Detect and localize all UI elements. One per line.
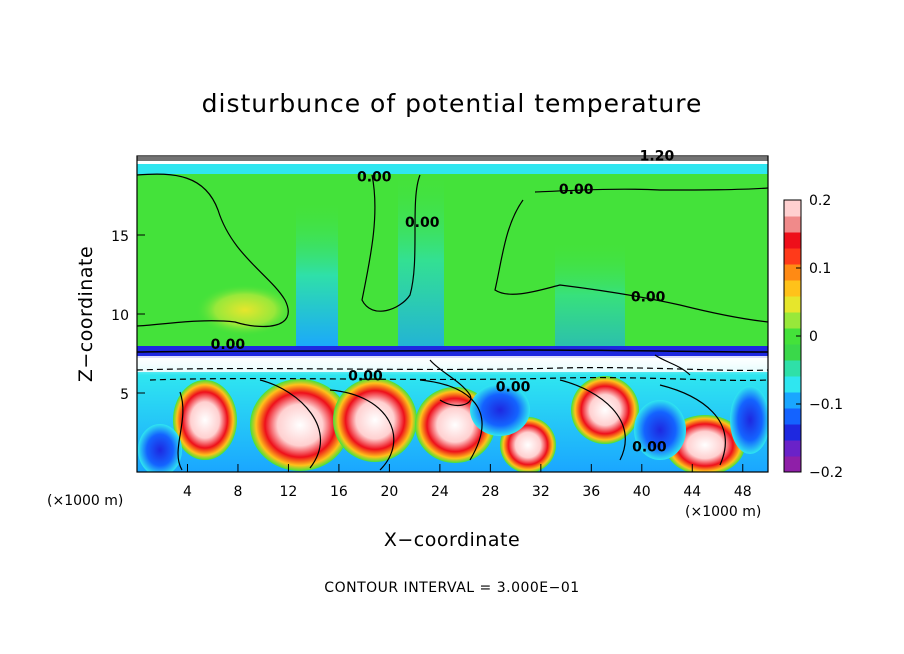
colorbar-swatch bbox=[784, 248, 801, 265]
contour-label: 0.00 bbox=[496, 379, 531, 395]
contour-trop-dash-1 bbox=[137, 366, 768, 372]
top-hatch bbox=[137, 157, 768, 161]
contour-zero-left bbox=[137, 173, 289, 328]
colorbar-tick-label: 0.2 bbox=[809, 193, 831, 209]
contour-label: 0.00 bbox=[405, 215, 440, 231]
cool-cell-1 bbox=[138, 424, 182, 472]
tropopause-band bbox=[137, 346, 768, 358]
warm-cell-2 bbox=[250, 379, 350, 471]
contour-zero-upper-right bbox=[534, 187, 768, 193]
contour-zero-center bbox=[361, 174, 421, 312]
x-tick-label: 20 bbox=[380, 484, 398, 500]
chart-title: disturbunce of potential temperature bbox=[202, 89, 703, 118]
colorbar-swatch bbox=[784, 456, 801, 473]
colorbar-swatch bbox=[784, 312, 801, 329]
contour-label: 0.00 bbox=[357, 169, 392, 185]
y-tick-label: 10 bbox=[111, 308, 129, 324]
contour-trop-1 bbox=[137, 349, 768, 353]
cyan-plume-right bbox=[555, 240, 625, 350]
colorbar-swatch bbox=[784, 344, 801, 361]
x-tick-label: 8 bbox=[233, 484, 242, 500]
contour-tropo-2 bbox=[259, 379, 322, 469]
x-tick-label: 44 bbox=[683, 484, 701, 500]
x-axis-label: X−coordinate bbox=[384, 529, 520, 551]
contour-zero-right bbox=[494, 199, 768, 323]
contour-tropo-1 bbox=[177, 391, 184, 471]
x-tick-label: 28 bbox=[481, 484, 499, 500]
x-tick-label: 36 bbox=[582, 484, 600, 500]
x-tick-label: 32 bbox=[532, 484, 550, 500]
colorbar-swatch bbox=[784, 264, 801, 281]
cool-cell-2 bbox=[470, 384, 530, 436]
colorbar-tick-label: −0.2 bbox=[809, 465, 843, 481]
warm-cell-3 bbox=[333, 378, 417, 462]
x-tick-label: 40 bbox=[633, 484, 651, 500]
x-tick-label: 24 bbox=[431, 484, 449, 500]
cool-cell-4 bbox=[730, 386, 768, 454]
contour-interval-note: CONTOUR INTERVAL = 3.000E−01 bbox=[324, 580, 579, 596]
x-tick-label: 4 bbox=[183, 484, 192, 500]
contour-lines bbox=[137, 173, 768, 471]
contour-tropo-7 bbox=[429, 359, 472, 407]
x-unit-right: (×1000 m) bbox=[685, 504, 761, 520]
x-tick-label: 48 bbox=[734, 484, 752, 500]
colorbar-ticks: 0.2 0.1 0 −0.1 −0.2 bbox=[796, 193, 843, 481]
contour-label: 1.20 bbox=[640, 149, 675, 165]
colorbar-swatch bbox=[784, 328, 801, 345]
colorbar-swatch bbox=[784, 408, 801, 425]
contour-labels: 0.00 0.00 0.00 0.00 0.00 0.00 0.00 0.00 1.20 bbox=[211, 149, 675, 456]
colorbar bbox=[783, 199, 802, 473]
colorbar-swatch bbox=[784, 440, 801, 457]
warm-anomaly-upper bbox=[195, 284, 295, 336]
colorbar-swatch bbox=[784, 280, 801, 297]
contour-trop-dash-2 bbox=[149, 376, 768, 382]
colorbar-swatch bbox=[784, 232, 801, 249]
colorbar-swatch bbox=[784, 376, 801, 393]
colorbar-tick-label: 0 bbox=[809, 329, 818, 345]
contour-tropo-5 bbox=[559, 379, 626, 461]
warm-cell-1 bbox=[173, 380, 237, 460]
warm-cell-6 bbox=[571, 376, 639, 444]
heatmap-field bbox=[137, 156, 768, 472]
colorbar-swatch bbox=[784, 360, 801, 377]
colorbar-tick-label: −0.1 bbox=[809, 397, 843, 413]
x-unit-left: (×1000 m) bbox=[47, 493, 123, 509]
colorbar-swatch bbox=[784, 392, 801, 409]
colorbar-tick-label: 0.1 bbox=[809, 261, 831, 277]
x-axis-ticks: 4 8 12 16 20 24 28 32 36 40 44 48 bbox=[183, 464, 752, 500]
contour-tropo-4 bbox=[419, 379, 483, 461]
x-tick-label: 12 bbox=[280, 484, 298, 500]
cool-cell-3 bbox=[634, 400, 686, 460]
contour-label: 0.00 bbox=[632, 439, 667, 455]
contour-tropo-6 bbox=[659, 384, 726, 466]
colorbar-swatch bbox=[784, 424, 801, 441]
contour-tropo-3 bbox=[329, 389, 395, 471]
y-axis-ticks: 5 10 15 bbox=[111, 229, 145, 403]
colorbar-swatch bbox=[784, 216, 801, 233]
cyan-plume-center bbox=[398, 170, 444, 350]
y-axis-label: Z−coordinate bbox=[75, 246, 97, 382]
contour-label: 0.00 bbox=[211, 337, 246, 353]
contour-label: 0.00 bbox=[348, 368, 383, 384]
cyan-plume-left bbox=[296, 200, 338, 350]
colorbar-swatch bbox=[784, 296, 801, 313]
contour-tropo-8 bbox=[654, 354, 691, 376]
x-tick-label: 16 bbox=[330, 484, 348, 500]
colorbar-swatch bbox=[784, 200, 801, 217]
contour-label: 0.00 bbox=[631, 289, 666, 305]
y-tick-label: 5 bbox=[120, 387, 129, 403]
y-tick-label: 15 bbox=[111, 229, 129, 245]
contour-label: 0.00 bbox=[559, 182, 594, 198]
